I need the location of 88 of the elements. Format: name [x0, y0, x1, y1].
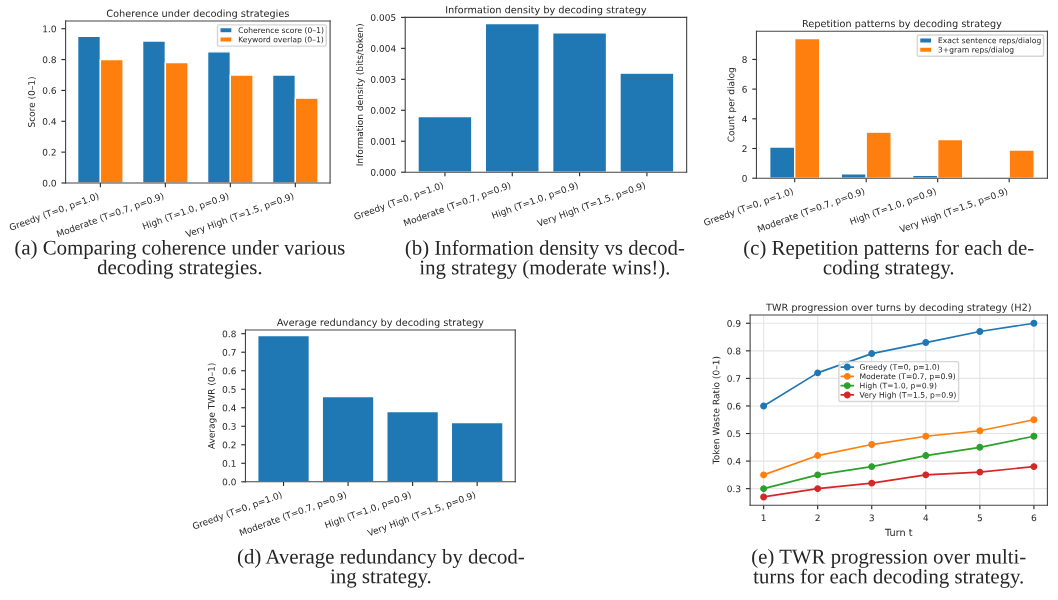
- text: (c) Repetition patterns for each de- coding strategy.: [744, 240, 1034, 279]
- point: [814, 485, 822, 493]
- text: (b) Information density vs decod- ing strategy (moderate wins!).: [405, 240, 685, 279]
- y-tick-label: 0.004: [370, 45, 396, 52]
- bar: [1008, 149, 1035, 179]
- y-tick-label: 0.9: [727, 320, 741, 327]
- chart-title: TWR progression over turns by decoding strategy (H2): [765, 303, 1031, 313]
- point: [868, 463, 876, 471]
- text: (e) TWR progression over multi- turns for each decoding strategy.: [752, 549, 1026, 588]
- point: [814, 471, 822, 479]
- y-tick-label: 0.6: [727, 402, 741, 410]
- x-tick-label: 6: [1031, 514, 1037, 522]
- chart-title: Coherence under decoding strategies: [106, 9, 289, 19]
- y-tick-label: 4: [742, 115, 747, 123]
- y-tick-label: 0.0: [42, 179, 56, 187]
- point: [976, 468, 984, 476]
- y-tick-label: 1.0: [43, 25, 56, 33]
- point: [976, 443, 984, 451]
- y-tick-label: 0.4: [222, 404, 236, 412]
- point: [868, 350, 876, 358]
- y-tick-label: 8: [742, 56, 747, 63]
- point: [760, 485, 768, 493]
- point: [868, 441, 876, 449]
- point: [814, 369, 822, 377]
- point: [760, 471, 768, 479]
- text: (d) Average redundancy by decod- ing strategy.: [237, 549, 524, 588]
- y-tick-label: 0.8: [727, 347, 741, 355]
- point: [1030, 416, 1038, 424]
- bar: [257, 334, 311, 482]
- point: [1030, 463, 1038, 471]
- bar: [321, 395, 375, 482]
- x-tick-label: 1: [761, 514, 766, 522]
- y-tick-label: 0.003: [370, 76, 396, 83]
- y-tick-label: 0.3: [222, 422, 236, 430]
- y-tick-label: 0: [742, 174, 747, 182]
- point: [976, 427, 984, 435]
- y-tick-label: 0.3: [727, 485, 741, 493]
- y-axis-title: Count per dialog: [727, 67, 737, 142]
- point: [1030, 319, 1038, 327]
- bar: [386, 410, 440, 482]
- point: [760, 402, 768, 410]
- x-tick-label: 3: [869, 514, 874, 522]
- point: [976, 328, 984, 336]
- point: [922, 471, 930, 479]
- chart-title: Information density by decoding strategy: [446, 5, 647, 16]
- bar: [417, 115, 473, 173]
- x-tick-label: 4: [923, 514, 929, 522]
- x-axis-title: Turn t: [884, 528, 913, 537]
- point: [922, 452, 930, 460]
- point: [1030, 432, 1038, 440]
- y-tick-label: 0.001: [370, 137, 396, 145]
- y-tick-label: 2: [742, 145, 747, 152]
- y-tick-label: 0.7: [727, 375, 741, 382]
- y-tick-label: 0.002: [370, 107, 396, 114]
- bar: [619, 72, 675, 173]
- y-tick-label: 0.8: [222, 330, 236, 338]
- y-axis-title: Information density (bits/token): [356, 24, 365, 166]
- y-tick-label: 0.6: [42, 87, 56, 94]
- bar: [484, 22, 540, 173]
- x-tick-label: 5: [977, 514, 982, 522]
- y-tick-label: 0.6: [222, 367, 236, 375]
- y-axis-title: Token Waste Ratio (0–1): [712, 356, 721, 465]
- y-axis-title: Average TWR (0–1): [207, 363, 217, 450]
- y-axis-title: Score (0–1): [27, 77, 36, 127]
- point: [814, 452, 822, 460]
- point: [922, 432, 930, 440]
- y-tick-label: 0.8: [42, 56, 56, 64]
- y-tick-label: 0.4: [727, 457, 741, 465]
- y-tick-label: 0.2: [42, 148, 56, 156]
- x-tick-label: 2: [815, 514, 820, 522]
- text: (a) Comparing coherence under various decoding strategies.: [15, 240, 345, 279]
- y-tick-label: 0.1: [222, 460, 236, 467]
- point: [760, 493, 768, 501]
- chart-title: Average redundancy by decoding strategy: [276, 318, 484, 328]
- y-tick-label: 0.0: [222, 478, 236, 486]
- y-tick-label: 0.7: [222, 348, 236, 356]
- y-tick-label: 0.5: [222, 385, 236, 393]
- point: [868, 479, 876, 487]
- y-tick-label: 0.5: [727, 430, 741, 438]
- y-tick-label: 0.4: [42, 118, 57, 125]
- point: [922, 339, 930, 347]
- bar: [551, 32, 608, 173]
- y-tick-label: 0.005: [370, 14, 396, 21]
- chart-title: Repetition patterns by decoding strategy: [802, 19, 1002, 30]
- y-tick-label: 6: [742, 85, 747, 93]
- y-tick-label: 0.2: [222, 441, 236, 449]
- y-tick-label: 0.000: [370, 168, 396, 176]
- bar: [450, 421, 504, 482]
